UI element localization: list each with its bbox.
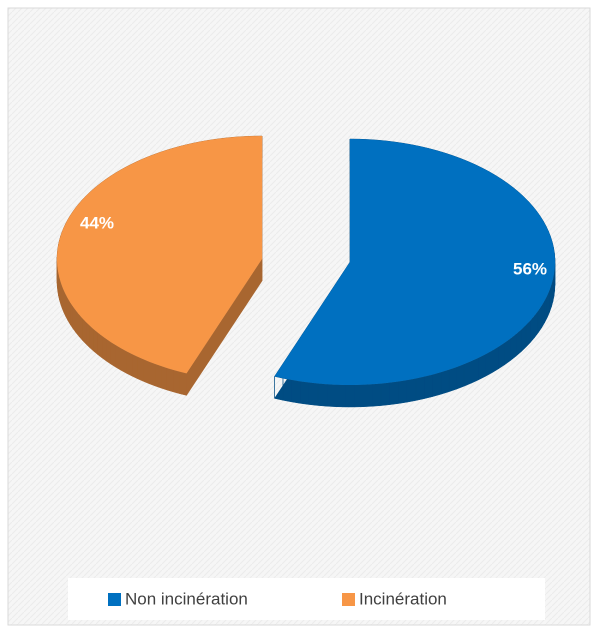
data-label: 44% xyxy=(80,213,114,232)
slice xyxy=(274,139,555,385)
legend-swatch xyxy=(108,593,121,606)
data-label: 56% xyxy=(513,259,547,278)
legend-label: Non incinération xyxy=(125,589,248,608)
legend-label: Incinération xyxy=(359,589,447,608)
slice xyxy=(57,136,262,374)
legend-box xyxy=(68,578,545,620)
legend-swatch xyxy=(342,593,355,606)
